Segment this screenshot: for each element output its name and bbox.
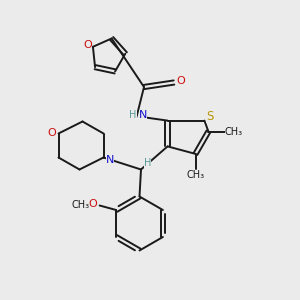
Text: O: O bbox=[176, 76, 185, 86]
Text: CH₃: CH₃ bbox=[225, 127, 243, 136]
Text: CH₃: CH₃ bbox=[186, 170, 205, 181]
Text: N: N bbox=[139, 110, 147, 120]
Text: H: H bbox=[129, 110, 137, 120]
Text: O: O bbox=[88, 199, 98, 209]
Text: S: S bbox=[206, 110, 214, 124]
Text: N: N bbox=[106, 155, 114, 165]
Text: H: H bbox=[144, 158, 151, 168]
Text: O: O bbox=[47, 128, 56, 139]
Text: O: O bbox=[83, 40, 92, 50]
Text: CH₃: CH₃ bbox=[71, 200, 89, 211]
